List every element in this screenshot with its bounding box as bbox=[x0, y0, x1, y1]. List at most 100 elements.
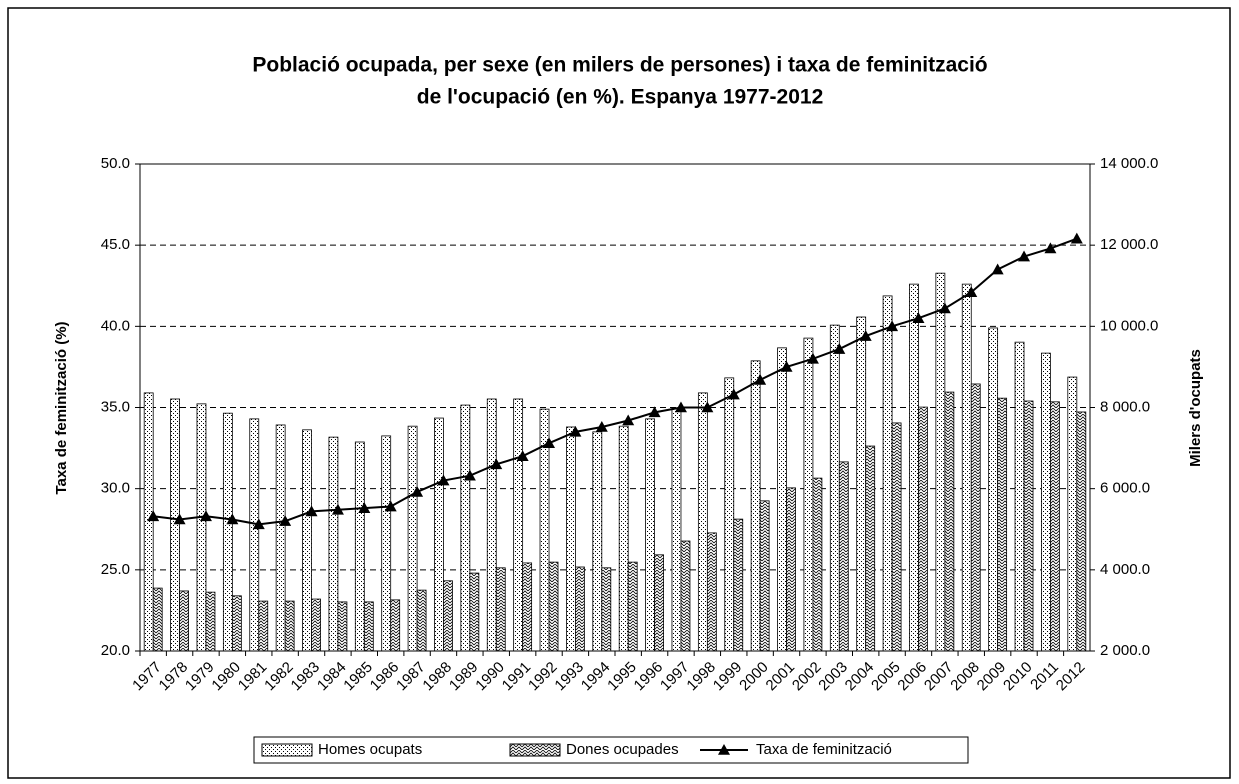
bar bbox=[724, 377, 735, 652]
marker bbox=[938, 302, 951, 314]
marker bbox=[859, 330, 872, 341]
bar bbox=[363, 601, 374, 652]
marker bbox=[411, 485, 424, 497]
bar bbox=[575, 566, 585, 652]
bar bbox=[654, 554, 664, 652]
bar bbox=[513, 398, 524, 652]
marker bbox=[199, 510, 212, 522]
marker bbox=[252, 518, 265, 530]
bar bbox=[566, 426, 576, 652]
bar bbox=[284, 600, 295, 652]
y2-tick-label: 10 000.0 bbox=[1100, 317, 1158, 334]
y2-tick-label: 6 000.0 bbox=[1100, 480, 1150, 497]
marker bbox=[543, 437, 556, 449]
bar bbox=[1023, 400, 1034, 652]
bar bbox=[1041, 352, 1051, 652]
marker bbox=[331, 503, 344, 515]
bar bbox=[865, 445, 876, 652]
bar bbox=[618, 425, 629, 652]
marker bbox=[358, 502, 371, 513]
y2-tick-label: 14 000.0 bbox=[1100, 155, 1158, 172]
marker bbox=[1070, 232, 1083, 244]
bar bbox=[1014, 341, 1025, 652]
legend-swatch bbox=[509, 743, 561, 757]
bar bbox=[416, 589, 427, 652]
bar bbox=[486, 398, 497, 652]
marker bbox=[806, 352, 819, 364]
bar bbox=[750, 360, 761, 652]
bar bbox=[495, 567, 506, 652]
bar bbox=[434, 417, 444, 652]
bar bbox=[935, 272, 946, 652]
marker bbox=[147, 510, 160, 522]
bar bbox=[152, 587, 163, 652]
marker bbox=[622, 414, 635, 426]
y-tick-label: 35.0 bbox=[101, 398, 130, 415]
bar bbox=[786, 487, 796, 652]
bar bbox=[231, 595, 242, 652]
bar bbox=[759, 500, 770, 652]
bar bbox=[645, 418, 655, 652]
bar bbox=[891, 422, 902, 652]
bar bbox=[337, 601, 348, 652]
marker bbox=[991, 263, 1004, 275]
bar bbox=[1076, 411, 1087, 652]
bar bbox=[311, 598, 321, 652]
legend-swatch bbox=[261, 743, 313, 757]
marker bbox=[886, 320, 899, 332]
marker bbox=[569, 425, 582, 437]
marker bbox=[780, 360, 793, 372]
bar bbox=[196, 403, 207, 652]
chart-title: Població ocupada, per sexe (en milers de… bbox=[252, 54, 987, 77]
bar bbox=[706, 532, 717, 652]
y-tick-label: 40.0 bbox=[101, 317, 130, 334]
bar bbox=[882, 295, 893, 652]
bar bbox=[390, 599, 401, 652]
bar bbox=[275, 424, 286, 652]
legend-label: Taxa de feminització bbox=[756, 741, 892, 758]
bar bbox=[697, 392, 708, 652]
marker bbox=[912, 312, 925, 324]
bar bbox=[443, 580, 453, 652]
legend-box bbox=[253, 736, 969, 764]
marker bbox=[437, 474, 450, 486]
bar bbox=[838, 461, 849, 652]
bar bbox=[381, 435, 392, 652]
bar bbox=[1067, 376, 1078, 652]
y-tick-label: 25.0 bbox=[101, 561, 130, 578]
bar bbox=[592, 431, 603, 652]
marker bbox=[1018, 250, 1031, 262]
bar bbox=[909, 283, 919, 652]
marker bbox=[279, 515, 292, 526]
y-tick-label: 50.0 bbox=[101, 155, 130, 172]
marker bbox=[727, 388, 740, 400]
bar bbox=[205, 591, 216, 652]
marker bbox=[226, 513, 239, 525]
bar bbox=[460, 404, 471, 652]
bar bbox=[988, 327, 999, 652]
y2-tick-label: 2 000.0 bbox=[1100, 642, 1150, 659]
bar bbox=[627, 561, 638, 652]
bar bbox=[856, 316, 867, 652]
bar bbox=[680, 540, 691, 652]
marker bbox=[754, 373, 767, 385]
marker bbox=[648, 406, 661, 418]
y2-axis-label: Milers d'ocupats bbox=[1187, 349, 1204, 467]
line bbox=[153, 237, 1078, 526]
marker bbox=[965, 286, 978, 298]
bar bbox=[522, 562, 533, 652]
bar bbox=[548, 561, 559, 652]
bar bbox=[812, 477, 823, 652]
bar bbox=[170, 398, 180, 652]
bar bbox=[961, 283, 972, 652]
bar bbox=[222, 412, 233, 652]
bar bbox=[970, 383, 981, 652]
bar bbox=[601, 567, 612, 652]
bar bbox=[328, 436, 339, 652]
marker bbox=[490, 458, 503, 470]
bar bbox=[469, 572, 480, 652]
chart-title: de l'ocupació (en %). Espanya 1977-2012 bbox=[417, 86, 824, 109]
legend-swatch bbox=[718, 744, 730, 755]
y-axis-label: Taxa de feminització (%) bbox=[53, 321, 70, 494]
